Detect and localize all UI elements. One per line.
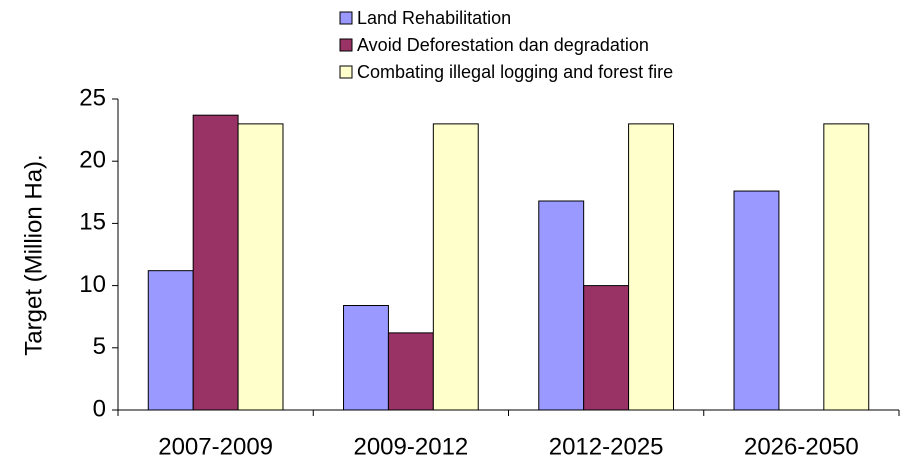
legend-label: Combating illegal logging and forest fir… <box>357 62 673 82</box>
bar <box>538 200 585 411</box>
bar <box>432 123 479 411</box>
x-tick-label: 2026-2050 <box>744 433 859 460</box>
bar <box>192 114 239 411</box>
bar <box>147 270 194 411</box>
bar <box>343 305 389 411</box>
x-tick-label: 2007-2009 <box>158 433 273 460</box>
legend-swatch <box>339 65 353 79</box>
legend-label: Land Rehabilitation <box>357 8 511 28</box>
x-tick-label: 2009-2012 <box>353 433 468 460</box>
y-tick-label: 25 <box>79 84 106 111</box>
bar <box>733 190 780 411</box>
x-tick-label: 2012-2025 <box>549 433 664 460</box>
bar <box>823 123 870 411</box>
y-tick-label: 0 <box>93 395 106 422</box>
bar <box>387 332 434 411</box>
legend-swatch <box>339 11 353 25</box>
y-tick-label: 15 <box>79 209 106 236</box>
y-axis-title: Target (Million Ha). <box>20 154 47 355</box>
y-tick-label: 10 <box>79 271 106 298</box>
y-tick-label: 20 <box>79 147 106 174</box>
bar <box>237 123 284 411</box>
legend-label: Avoid Deforestation dan degradation <box>357 35 649 55</box>
y-tick-label: 5 <box>93 333 106 360</box>
bar <box>583 285 630 411</box>
bar <box>628 123 674 411</box>
legend-swatch <box>339 38 353 52</box>
